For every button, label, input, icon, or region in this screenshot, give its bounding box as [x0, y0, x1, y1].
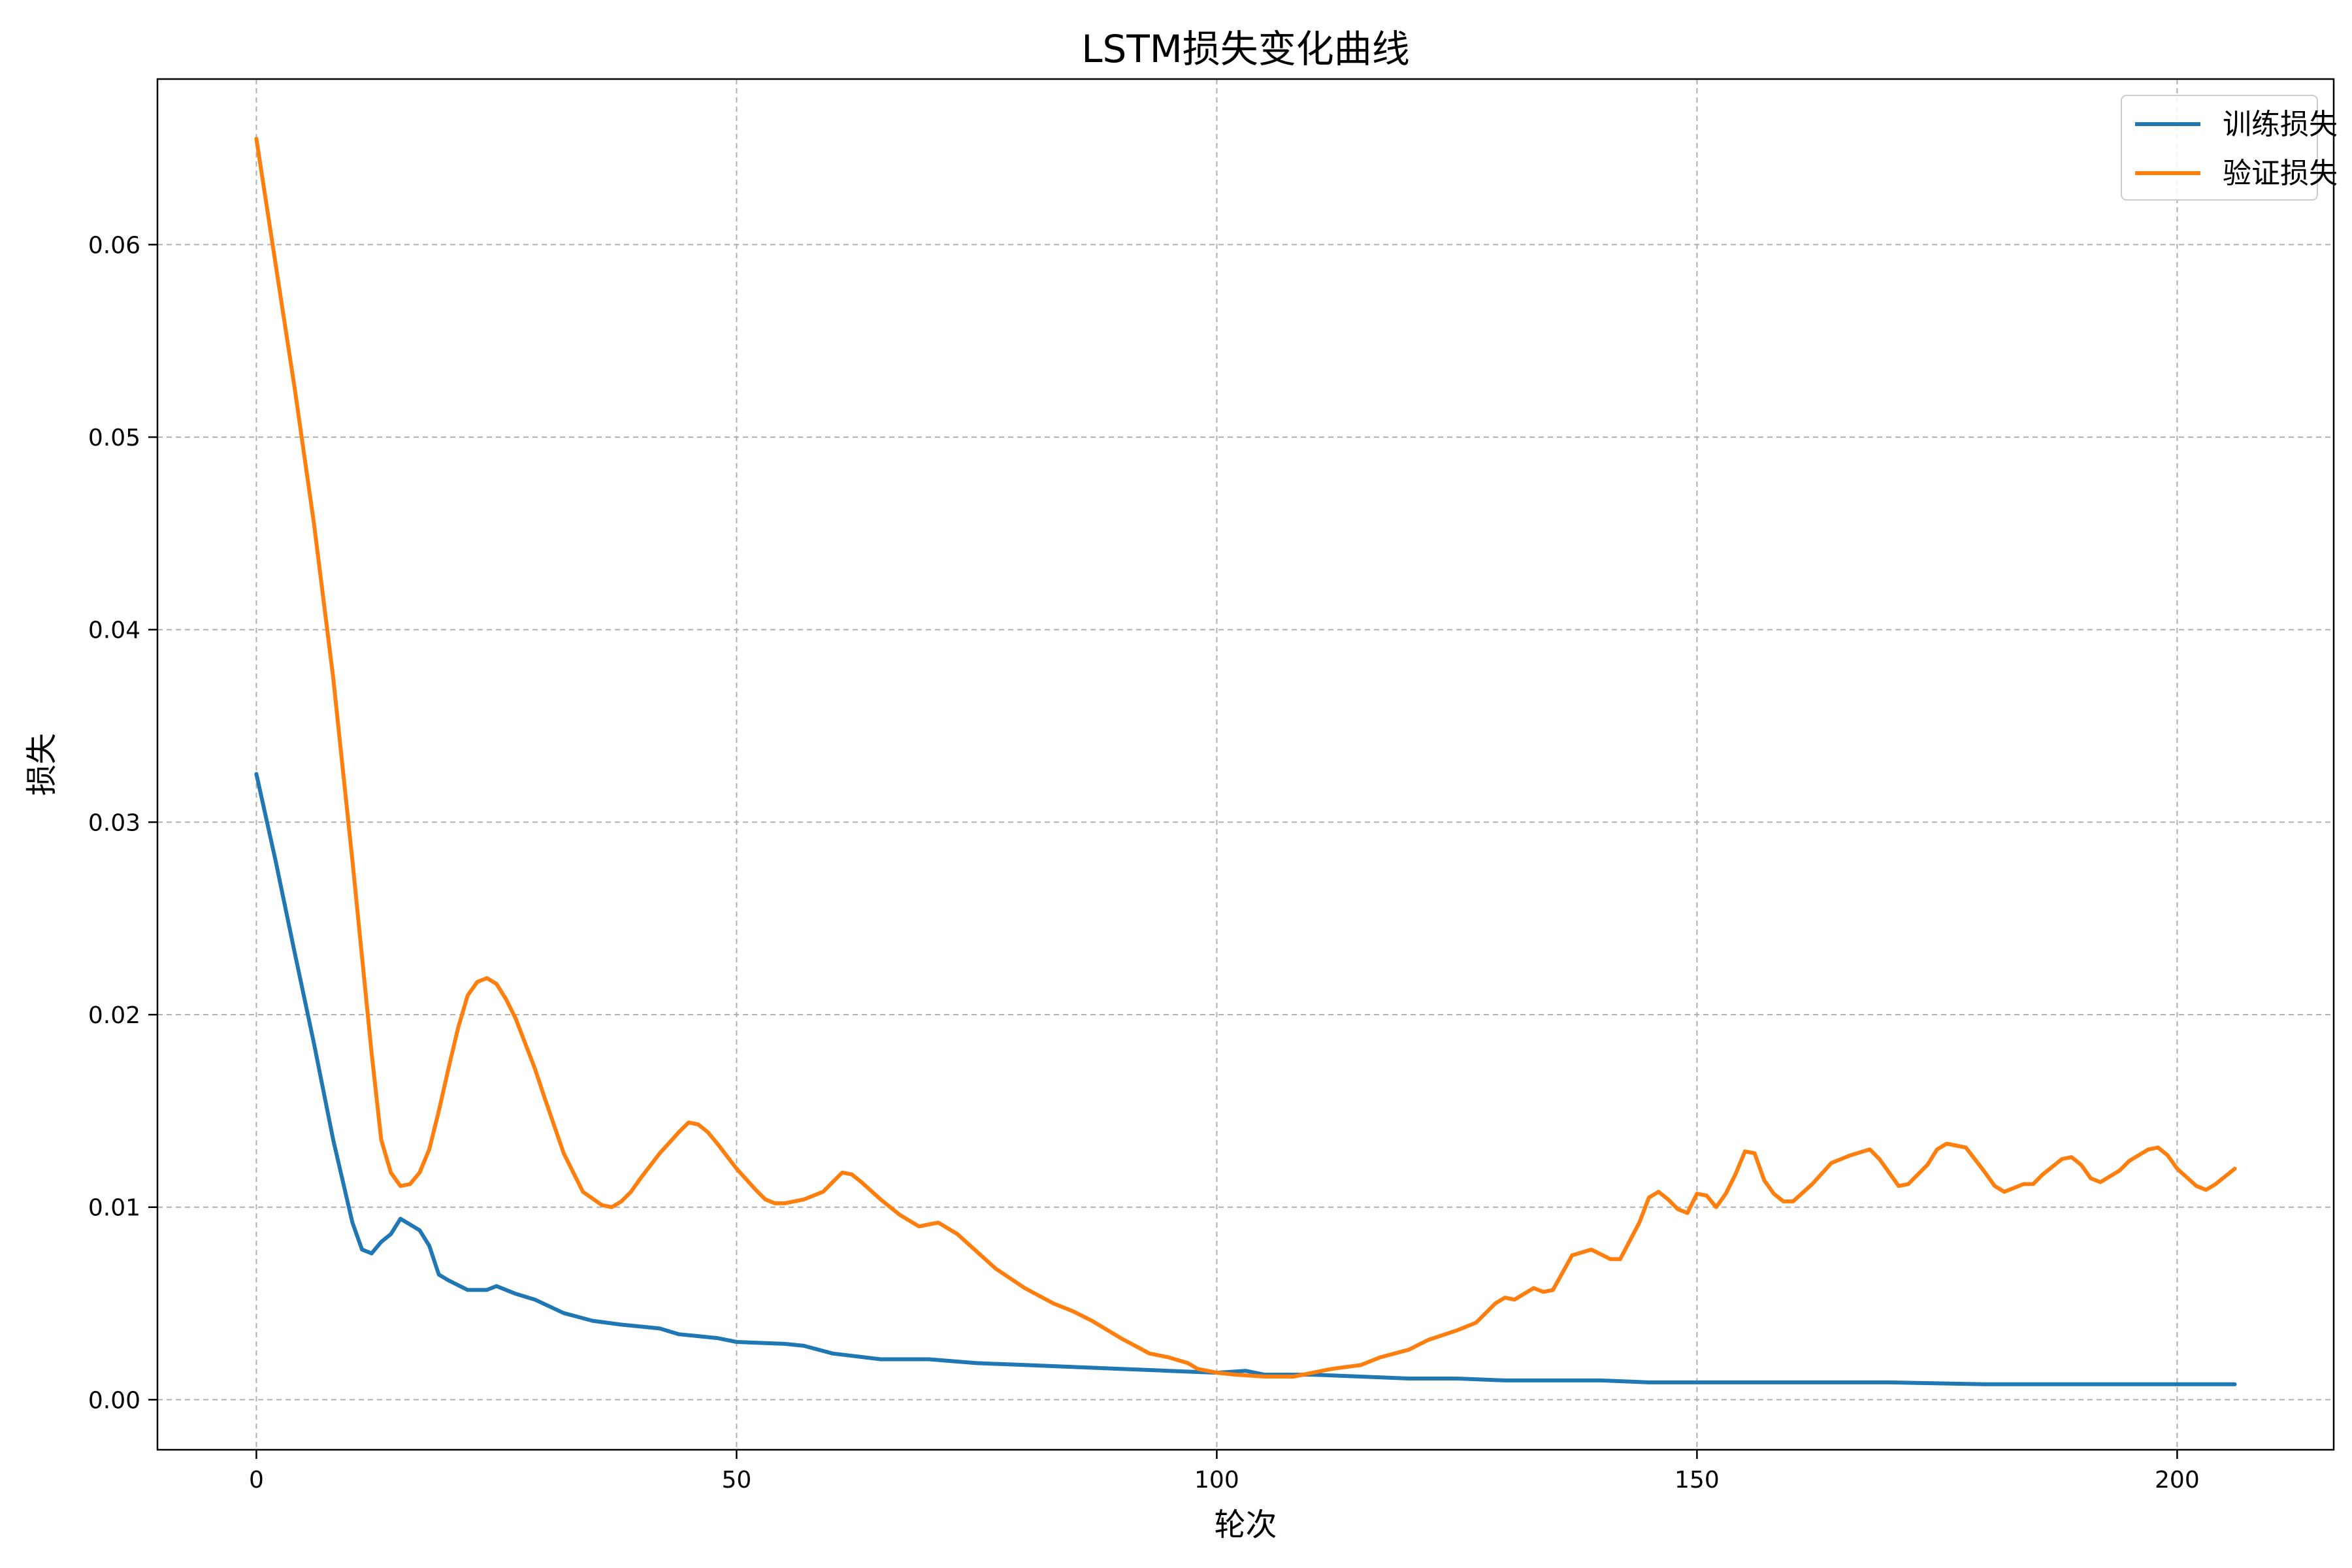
y-tick-label: 0.05 [88, 425, 140, 451]
grid [157, 79, 2334, 1450]
plot-lines [254, 137, 2237, 1386]
x-tick-label: 100 [1194, 1467, 1239, 1494]
y-tick-label: 0.06 [88, 232, 140, 259]
axis-ticks: 0 50 100 150 200 0.00 0.01 0.02 0.03 0.04 0.05 0.06 [88, 232, 2200, 1494]
x-tick-label: 200 [2155, 1467, 2200, 1494]
x-axis-label: 轮次 [1214, 1507, 1277, 1543]
chart-title: LSTM损失变化曲线 [1081, 27, 1410, 71]
series-line-train [254, 772, 2237, 1386]
x-tick-label: 50 [721, 1467, 751, 1494]
y-tick-label: 0.04 [88, 617, 140, 644]
y-tick-label: 0.03 [88, 809, 140, 836]
x-tick-label: 150 [1674, 1467, 1720, 1494]
plot-frame [156, 78, 2335, 1451]
y-tick-label: 0.02 [88, 1002, 140, 1029]
legend-label-train: 训练损失 [2223, 108, 2338, 141]
series-line-val [254, 137, 2237, 1379]
y-tick-label: 0.01 [88, 1195, 140, 1222]
legend: 训练损失 验证损失 [2121, 95, 2338, 201]
y-axis-label: 损失 [24, 733, 60, 796]
y-tick-label: 0.00 [88, 1387, 140, 1414]
legend-label-val: 验证损失 [2223, 157, 2338, 190]
x-tick-label: 0 [249, 1467, 264, 1494]
